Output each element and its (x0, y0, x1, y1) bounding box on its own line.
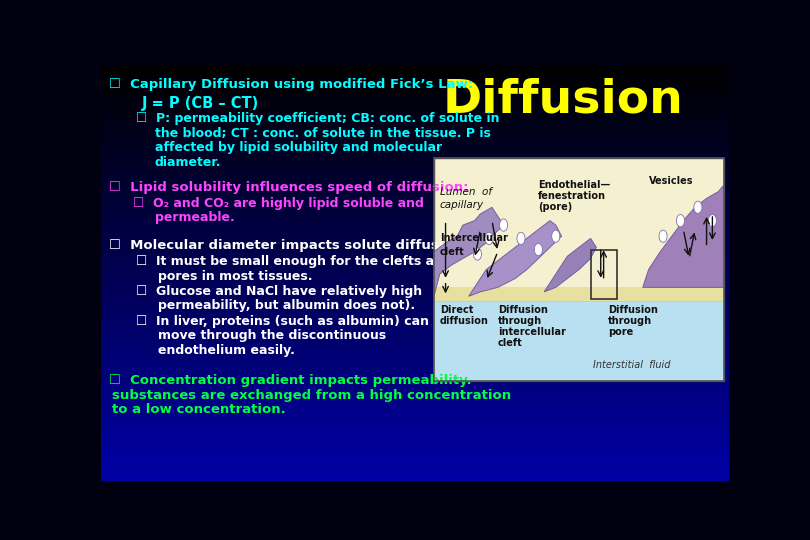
Text: diameter.: diameter. (155, 156, 221, 169)
Text: through: through (608, 316, 652, 326)
Text: the blood; CT : conc. of solute in the tissue. P is: the blood; CT : conc. of solute in the t… (155, 127, 491, 140)
Text: diffusion: diffusion (440, 316, 488, 326)
Text: to a low concentration.: to a low concentration. (112, 403, 286, 416)
Ellipse shape (500, 219, 508, 231)
Text: Intercellular: Intercellular (440, 233, 508, 244)
Ellipse shape (485, 232, 493, 245)
Ellipse shape (552, 230, 560, 242)
Text: ☐  It must be small enough for the clefts and: ☐ It must be small enough for the clefts… (136, 255, 452, 268)
Text: Diffusion: Diffusion (442, 78, 683, 123)
Text: Interstitial  fluid: Interstitial fluid (594, 360, 671, 370)
Text: ☐  Molecular diameter impacts solute diffusion:: ☐ Molecular diameter impacts solute diff… (109, 239, 467, 252)
Ellipse shape (535, 244, 543, 255)
Text: ☐  O₂ and CO₂ are highly lipid soluble and: ☐ O₂ and CO₂ are highly lipid soluble an… (133, 197, 424, 210)
Polygon shape (544, 239, 596, 292)
Text: permeable.: permeable. (155, 211, 234, 224)
Text: capillary: capillary (440, 200, 484, 210)
Polygon shape (643, 185, 724, 287)
Ellipse shape (517, 232, 525, 245)
Text: Diffusion: Diffusion (608, 305, 658, 315)
Text: permeability, but albumin does not).: permeability, but albumin does not). (158, 300, 415, 313)
Text: Vesicles: Vesicles (649, 176, 693, 186)
Text: Direct: Direct (440, 305, 473, 315)
Text: pores in most tissues.: pores in most tissues. (158, 269, 312, 282)
Text: Diffusion: Diffusion (498, 305, 548, 315)
Text: move through the discontinuous: move through the discontinuous (158, 329, 386, 342)
Text: Endothelial—: Endothelial— (539, 180, 611, 190)
Text: J = P (CB – CT): J = P (CB – CT) (142, 96, 259, 111)
Text: affected by lipid solubility and molecular: affected by lipid solubility and molecul… (155, 141, 441, 154)
Text: ☐  Lipid solubility influences speed of diffusion:: ☐ Lipid solubility influences speed of d… (109, 181, 468, 194)
Text: fenestration: fenestration (539, 191, 607, 201)
Bar (434, 158, 724, 381)
Text: (pore): (pore) (539, 202, 573, 212)
Text: cleft: cleft (498, 338, 522, 348)
Bar (434, 296, 724, 302)
Bar (434, 301, 724, 381)
Polygon shape (434, 207, 504, 296)
Text: ☐  Capillary Diffusion using modified Fick’s Law:: ☐ Capillary Diffusion using modified Fic… (109, 78, 473, 91)
Text: ☐  In liver, proteins (such as albumin) can: ☐ In liver, proteins (such as albumin) c… (136, 315, 428, 328)
Ellipse shape (676, 214, 684, 227)
Text: ☐  P: permeability coefficient; CB: conc. of solute in: ☐ P: permeability coefficient; CB: conc.… (136, 112, 499, 125)
Bar (590, 249, 616, 299)
Text: through: through (498, 316, 542, 326)
Text: pore: pore (608, 327, 633, 337)
Polygon shape (469, 221, 561, 296)
Bar (434, 158, 724, 381)
Text: ☐  Concentration gradient impacts permeability.: ☐ Concentration gradient impacts permeab… (109, 374, 471, 387)
Ellipse shape (473, 248, 481, 260)
Text: cleft: cleft (440, 247, 464, 257)
Ellipse shape (694, 201, 702, 213)
Text: ☐  Glucose and NaCl have relatively high: ☐ Glucose and NaCl have relatively high (136, 285, 422, 298)
Bar (434, 287, 724, 301)
Ellipse shape (708, 214, 716, 227)
Text: intercellular: intercellular (498, 327, 565, 337)
Text: endothelium easily.: endothelium easily. (158, 344, 295, 357)
Ellipse shape (659, 230, 667, 242)
Text: Lumen  of: Lumen of (440, 187, 492, 197)
Text: substances are exchanged from a high concentration: substances are exchanged from a high con… (112, 389, 511, 402)
